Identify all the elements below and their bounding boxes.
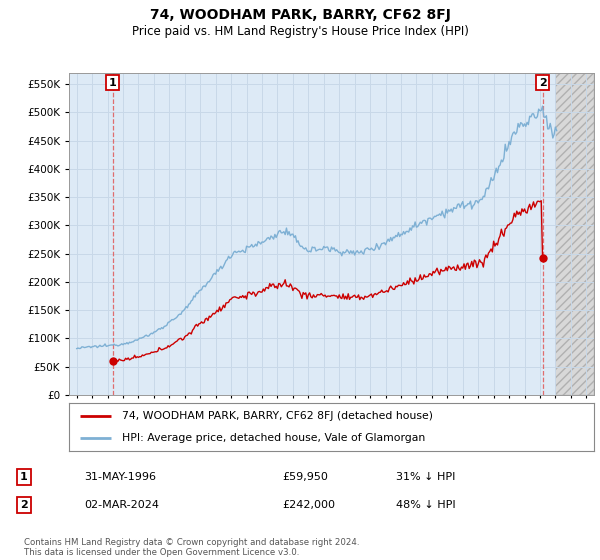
Text: 02-MAR-2024: 02-MAR-2024 [84, 500, 159, 510]
Bar [556, 73, 594, 395]
Text: 48% ↓ HPI: 48% ↓ HPI [396, 500, 455, 510]
Text: £59,950: £59,950 [282, 472, 328, 482]
Text: Contains HM Land Registry data © Crown copyright and database right 2024.
This d: Contains HM Land Registry data © Crown c… [24, 538, 359, 557]
Text: 2: 2 [539, 78, 547, 87]
Text: 1: 1 [109, 78, 116, 87]
Text: £242,000: £242,000 [282, 500, 335, 510]
Text: 74, WOODHAM PARK, BARRY, CF62 8FJ (detached house): 74, WOODHAM PARK, BARRY, CF62 8FJ (detac… [121, 411, 433, 421]
Text: Price paid vs. HM Land Registry's House Price Index (HPI): Price paid vs. HM Land Registry's House … [131, 25, 469, 38]
Text: 31-MAY-1996: 31-MAY-1996 [84, 472, 156, 482]
Text: HPI: Average price, detached house, Vale of Glamorgan: HPI: Average price, detached house, Vale… [121, 433, 425, 443]
Text: 1: 1 [20, 472, 28, 482]
Bar [69, 73, 556, 395]
Text: 31% ↓ HPI: 31% ↓ HPI [396, 472, 455, 482]
Text: 74, WOODHAM PARK, BARRY, CF62 8FJ: 74, WOODHAM PARK, BARRY, CF62 8FJ [149, 8, 451, 22]
Text: 2: 2 [20, 500, 28, 510]
